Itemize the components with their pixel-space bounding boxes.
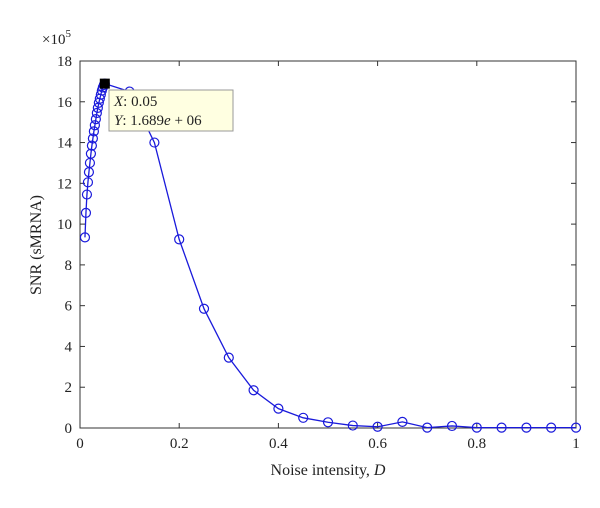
datatip-y-var: Y (114, 113, 124, 129)
data-point-marker (273, 403, 284, 414)
data-point-marker (89, 120, 100, 131)
data-point-marker (149, 137, 160, 148)
data-point-marker (397, 416, 408, 427)
x-tick-label: 1 (572, 436, 580, 452)
y-multiplier: ×105 (42, 28, 71, 48)
data-point-marker (87, 133, 98, 144)
x-axis-label-text: Noise intensity, (271, 462, 374, 479)
data-point-marker (95, 89, 106, 100)
data-point-marker (81, 189, 93, 200)
y-tick-label: 10 (57, 217, 72, 233)
datatip-box (108, 89, 234, 132)
data-point-marker (85, 148, 97, 159)
datatip-marker (99, 78, 110, 89)
datatip-y-exp-e: e (164, 113, 171, 129)
data-point-marker (347, 420, 358, 431)
y-tick-label: 8 (65, 258, 73, 274)
data-point-marker (570, 422, 582, 433)
datatip-x-value: : 0.05 (123, 94, 157, 110)
y-tick-label: 16 (57, 95, 73, 111)
x-tick-label: 0.8 (467, 436, 486, 452)
y-tick-label: 4 (65, 339, 73, 355)
data-point-marker (546, 422, 557, 433)
y-axis-label: SNR (sMRNA) (28, 195, 45, 295)
data-point-marker (90, 114, 101, 125)
x-tick-label: 0 (76, 436, 84, 452)
data-point-marker (223, 352, 234, 363)
data-point-marker (91, 107, 102, 119)
data-point-marker (422, 422, 433, 433)
y-multiplier-exponent: 5 (65, 28, 71, 40)
y-tick-label: 18 (57, 54, 72, 70)
data-point-marker (298, 412, 309, 423)
datatip-y-exp: + 06 (171, 113, 202, 129)
datatip-x-var: X (113, 94, 124, 110)
data-point-marker (521, 422, 532, 433)
data-point-marker (198, 303, 210, 314)
data-point-marker (496, 422, 507, 433)
data-point-marker (79, 232, 91, 243)
datatip-y-line: Y: 1.689e + 06 (114, 113, 202, 129)
x-axis-label: Noise intensity, D (271, 462, 386, 479)
y-multiplier-base: ×10 (42, 32, 65, 48)
x-axis-label-variable: D (373, 462, 386, 479)
data-point-marker (80, 207, 92, 218)
data-point-marker (88, 126, 99, 137)
data-point-marker (174, 234, 185, 245)
data-point-marker (86, 140, 98, 151)
y-tick-label: 6 (65, 299, 73, 315)
data-point-marker (322, 417, 334, 428)
datatip-x-line: X: 0.05 (113, 94, 157, 110)
y-tick-label: 14 (57, 136, 73, 152)
y-tick-label: 12 (57, 176, 72, 192)
x-tick-label: 0.2 (170, 436, 189, 452)
x-tick-label: 0.4 (269, 436, 288, 452)
y-tick-label: 2 (65, 380, 73, 396)
x-tick-label: 0.6 (368, 436, 387, 452)
data-point-marker (248, 385, 259, 396)
data-point-marker (372, 421, 383, 432)
data-point-marker (471, 422, 482, 433)
datatip-y-value: : 1.689 (122, 113, 164, 129)
data-point-marker (446, 420, 458, 432)
data-tip: X: 0.05 Y: 1.689e + 06 (99, 78, 234, 132)
y-tick-label: 0 (65, 421, 73, 437)
data-point-marker (82, 177, 94, 188)
